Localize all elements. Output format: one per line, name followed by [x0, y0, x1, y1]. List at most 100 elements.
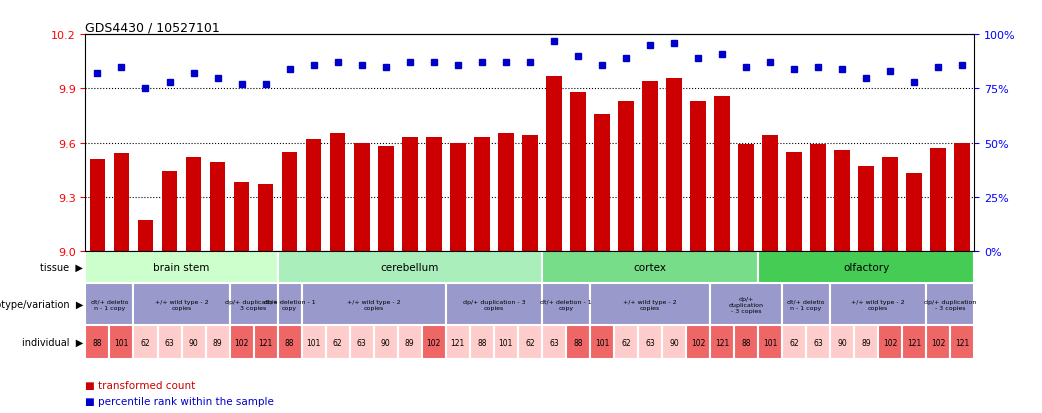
Bar: [931, 149, 946, 251]
Text: dt/+ deletio
n - 1 copy: dt/+ deletio n - 1 copy: [91, 299, 128, 310]
Bar: [807, 325, 830, 359]
Bar: [398, 325, 422, 359]
Text: 102: 102: [883, 338, 897, 347]
Bar: [446, 325, 470, 359]
Text: cortex: cortex: [634, 263, 667, 273]
Text: ■ percentile rank within the sample: ■ percentile rank within the sample: [85, 396, 274, 406]
Text: dp/+ duplication -
3 copies: dp/+ duplication - 3 copies: [225, 299, 282, 310]
Bar: [734, 325, 759, 359]
Text: 88: 88: [741, 338, 751, 347]
Bar: [542, 325, 566, 359]
Bar: [233, 183, 249, 251]
Bar: [374, 325, 398, 359]
Bar: [926, 284, 974, 325]
Text: 88: 88: [284, 338, 295, 347]
Bar: [714, 96, 729, 251]
Text: dp/+ duplication - 3
copies: dp/+ duplication - 3 copies: [463, 299, 525, 310]
Bar: [157, 325, 181, 359]
Text: 121: 121: [956, 338, 969, 347]
Bar: [422, 325, 446, 359]
Bar: [133, 284, 229, 325]
Bar: [542, 284, 590, 325]
Bar: [710, 325, 734, 359]
Bar: [590, 325, 614, 359]
Bar: [859, 166, 874, 251]
Bar: [85, 251, 277, 284]
Text: 62: 62: [332, 338, 343, 347]
Bar: [686, 325, 710, 359]
Bar: [470, 325, 494, 359]
Bar: [954, 143, 970, 251]
Text: 63: 63: [549, 338, 559, 347]
Bar: [90, 159, 105, 251]
Text: olfactory: olfactory: [843, 263, 889, 273]
Bar: [546, 76, 562, 251]
Text: 88: 88: [93, 338, 102, 347]
Bar: [566, 325, 590, 359]
Text: 63: 63: [645, 338, 654, 347]
Bar: [950, 325, 974, 359]
Bar: [162, 172, 177, 251]
Text: 63: 63: [813, 338, 823, 347]
Bar: [570, 93, 586, 251]
Bar: [907, 174, 922, 251]
Bar: [926, 325, 950, 359]
Bar: [257, 185, 273, 251]
Bar: [253, 325, 277, 359]
Bar: [114, 154, 129, 251]
Text: +/+ wild type - 2
copies: +/+ wild type - 2 copies: [623, 299, 677, 310]
Text: 102: 102: [691, 338, 705, 347]
Bar: [85, 284, 133, 325]
Text: 90: 90: [669, 338, 679, 347]
Bar: [642, 82, 658, 251]
Bar: [229, 284, 277, 325]
Bar: [710, 284, 783, 325]
Bar: [902, 325, 926, 359]
Text: dt/+ deletio
n - 1 copy: dt/+ deletio n - 1 copy: [788, 299, 825, 310]
Text: 101: 101: [115, 338, 128, 347]
Bar: [783, 325, 807, 359]
Text: 102: 102: [426, 338, 441, 347]
Text: 62: 62: [525, 338, 535, 347]
Bar: [450, 143, 466, 251]
Text: 90: 90: [838, 338, 847, 347]
Bar: [181, 325, 205, 359]
Bar: [281, 152, 297, 251]
Bar: [402, 138, 418, 251]
Text: 89: 89: [213, 338, 222, 347]
Text: dt/+ deletion - 1
copy: dt/+ deletion - 1 copy: [264, 299, 316, 310]
Text: 102: 102: [932, 338, 945, 347]
Bar: [85, 325, 109, 359]
Bar: [594, 114, 610, 251]
Bar: [690, 102, 705, 251]
Bar: [590, 284, 710, 325]
Bar: [830, 284, 926, 325]
Text: 101: 101: [595, 338, 610, 347]
Text: +/+ wild type - 2
copies: +/+ wild type - 2 copies: [347, 299, 400, 310]
Bar: [494, 325, 518, 359]
Text: 62: 62: [621, 338, 630, 347]
Bar: [446, 284, 542, 325]
Text: genotype/variation  ▶: genotype/variation ▶: [0, 299, 83, 310]
Text: dt/+ deletion - 1
copy: dt/+ deletion - 1 copy: [540, 299, 592, 310]
Bar: [133, 325, 157, 359]
Text: 101: 101: [763, 338, 777, 347]
Bar: [666, 78, 681, 251]
Bar: [883, 158, 898, 251]
Bar: [326, 325, 350, 359]
Bar: [662, 325, 686, 359]
Bar: [638, 325, 662, 359]
Text: 88: 88: [477, 338, 487, 347]
Bar: [542, 251, 759, 284]
Text: 62: 62: [789, 338, 799, 347]
Text: individual  ▶: individual ▶: [22, 337, 83, 347]
Bar: [229, 325, 253, 359]
Text: 89: 89: [405, 338, 415, 347]
Bar: [426, 138, 442, 251]
Text: dp/+
duplication
- 3 copies: dp/+ duplication - 3 copies: [728, 296, 764, 313]
Bar: [306, 140, 322, 251]
Text: GDS4430 / 10527101: GDS4430 / 10527101: [85, 21, 220, 34]
Bar: [787, 152, 802, 251]
Text: dp/+ duplication
- 3 copies: dp/+ duplication - 3 copies: [924, 299, 976, 310]
Bar: [350, 325, 374, 359]
